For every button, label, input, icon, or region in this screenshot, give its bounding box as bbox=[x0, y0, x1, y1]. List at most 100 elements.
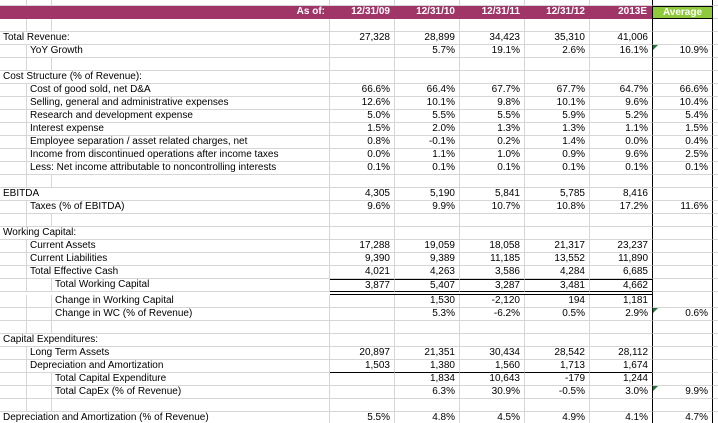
cell-empty[interactable] bbox=[0, 266, 27, 279]
cell-value[interactable]: 17,288 bbox=[330, 240, 395, 253]
cell-value[interactable]: 1,674 bbox=[590, 360, 652, 373]
cell-value[interactable]: 1,244 bbox=[590, 373, 652, 386]
cell-value[interactable]: 1,380 bbox=[395, 360, 460, 373]
cell-empty[interactable] bbox=[27, 0, 52, 6]
cell-empty[interactable] bbox=[52, 214, 330, 227]
cell-empty[interactable] bbox=[27, 58, 52, 71]
cell-empty[interactable] bbox=[460, 399, 525, 412]
row-label[interactable]: Selling, general and administrative expe… bbox=[27, 97, 330, 110]
cell-value[interactable]: 3,481 bbox=[525, 279, 590, 292]
cell-value[interactable]: 13,552 bbox=[525, 253, 590, 266]
cell-empty[interactable] bbox=[460, 0, 525, 6]
cell-empty[interactable] bbox=[330, 58, 395, 71]
cell-empty[interactable] bbox=[27, 321, 52, 334]
row-label[interactable]: Current Assets bbox=[27, 240, 330, 253]
row-label[interactable]: Cost of good sold, net D&A bbox=[27, 84, 330, 97]
cell-empty[interactable] bbox=[330, 399, 395, 412]
cell-value[interactable]: 1,834 bbox=[395, 373, 460, 386]
column-header-period[interactable]: 12/31/12 bbox=[525, 6, 590, 19]
cell-average[interactable] bbox=[652, 279, 713, 292]
column-header-average[interactable]: Average bbox=[652, 6, 713, 19]
cell-value[interactable]: 28,899 bbox=[395, 32, 460, 45]
cell-value[interactable] bbox=[460, 334, 525, 347]
cell-empty[interactable] bbox=[0, 308, 27, 321]
cell-empty[interactable] bbox=[652, 19, 713, 32]
column-header-period[interactable]: 12/31/10 bbox=[395, 6, 460, 19]
cell-average[interactable] bbox=[652, 360, 713, 373]
cell-value[interactable]: 11,185 bbox=[460, 253, 525, 266]
cell-empty[interactable] bbox=[0, 175, 27, 188]
cell-value[interactable]: 11,890 bbox=[590, 253, 652, 266]
cell-empty[interactable] bbox=[0, 123, 27, 136]
cell-value[interactable]: 2.6% bbox=[525, 45, 590, 58]
cell-value[interactable] bbox=[330, 373, 395, 386]
cell-empty[interactable] bbox=[330, 0, 395, 6]
cell-empty[interactable] bbox=[0, 84, 27, 97]
cell-empty[interactable] bbox=[652, 58, 713, 71]
cell-empty[interactable] bbox=[52, 0, 330, 6]
cell-average[interactable] bbox=[652, 240, 713, 253]
cell-average[interactable]: 0.1% bbox=[652, 162, 713, 175]
cell-empty[interactable] bbox=[0, 45, 27, 58]
cell-empty[interactable] bbox=[0, 347, 27, 360]
cell-value[interactable]: 16.1% bbox=[590, 45, 652, 58]
cell-empty[interactable] bbox=[330, 175, 395, 188]
cell-average error-indicator-icon[interactable]: 10.9% bbox=[652, 45, 713, 58]
cell-value[interactable]: 28,542 bbox=[525, 347, 590, 360]
cell-empty[interactable] bbox=[395, 19, 460, 32]
cell-value[interactable]: 5.5% bbox=[395, 110, 460, 123]
cell-empty[interactable] bbox=[0, 19, 27, 32]
cell-empty[interactable] bbox=[0, 360, 27, 373]
cell-empty[interactable] bbox=[395, 214, 460, 227]
cell-value[interactable]: 3,287 bbox=[460, 279, 525, 292]
cell-value[interactable]: 194 bbox=[525, 295, 590, 308]
cell-value[interactable]: 10.1% bbox=[525, 97, 590, 110]
cell-empty[interactable] bbox=[395, 399, 460, 412]
cell-average[interactable]: 4.7% bbox=[652, 412, 713, 423]
cell-value[interactable]: 23,237 bbox=[590, 240, 652, 253]
cell-value[interactable]: 4.1% bbox=[590, 412, 652, 423]
cell-value[interactable]: 0.1% bbox=[395, 162, 460, 175]
row-label[interactable]: Total Capital Expenditure bbox=[52, 373, 330, 386]
cell-empty[interactable] bbox=[27, 399, 52, 412]
cell-value[interactable]: 5.7% bbox=[395, 45, 460, 58]
cell-average[interactable] bbox=[652, 295, 713, 308]
cell-value[interactable]: 1.0% bbox=[460, 149, 525, 162]
row-label[interactable]: Employee separation / asset related char… bbox=[27, 136, 330, 149]
cell-value[interactable] bbox=[590, 334, 652, 347]
row-label[interactable]: Change in WC (% of Revenue) bbox=[52, 308, 330, 321]
column-header-period[interactable]: 2013E bbox=[590, 6, 652, 19]
cell-value[interactable]: 5.2% bbox=[590, 110, 652, 123]
cell-empty[interactable] bbox=[652, 321, 713, 334]
cell-empty[interactable] bbox=[460, 321, 525, 334]
cell-value[interactable]: 12.6% bbox=[330, 97, 395, 110]
row-label[interactable]: Total Working Capital bbox=[52, 279, 330, 292]
cell-value[interactable]: 5.0% bbox=[330, 110, 395, 123]
cell-value[interactable] bbox=[330, 71, 395, 84]
cell-value[interactable] bbox=[525, 71, 590, 84]
cell-value[interactable]: 1,560 bbox=[460, 360, 525, 373]
cell-value[interactable]: 4,263 bbox=[395, 266, 460, 279]
cell-empty[interactable] bbox=[395, 58, 460, 71]
cell-empty[interactable] bbox=[590, 214, 652, 227]
cell-average[interactable] bbox=[652, 188, 713, 201]
row-label[interactable]: Capital Expenditures: bbox=[0, 334, 330, 347]
cell-value[interactable] bbox=[395, 71, 460, 84]
row-label[interactable]: Change in Working Capital bbox=[52, 295, 330, 308]
cell-empty[interactable] bbox=[652, 399, 713, 412]
cell-average[interactable] bbox=[652, 373, 713, 386]
cell-value[interactable]: 64.7% bbox=[590, 84, 652, 97]
cell-value[interactable]: 10,643 bbox=[460, 373, 525, 386]
cell-empty[interactable] bbox=[460, 58, 525, 71]
cell-value[interactable]: 9.6% bbox=[590, 97, 652, 110]
cell-value[interactable]: 30.9% bbox=[460, 386, 525, 399]
row-label[interactable]: Total Revenue: bbox=[0, 32, 330, 45]
cell-average[interactable]: 10.4% bbox=[652, 97, 713, 110]
row-label[interactable]: Research and development expense bbox=[27, 110, 330, 123]
cell-value[interactable]: 34,423 bbox=[460, 32, 525, 45]
cell-empty[interactable] bbox=[0, 162, 27, 175]
cell-value[interactable] bbox=[330, 45, 395, 58]
cell-value[interactable]: 5.5% bbox=[330, 412, 395, 423]
cell-value[interactable]: 5.3% bbox=[395, 308, 460, 321]
cell-value[interactable] bbox=[590, 227, 652, 240]
